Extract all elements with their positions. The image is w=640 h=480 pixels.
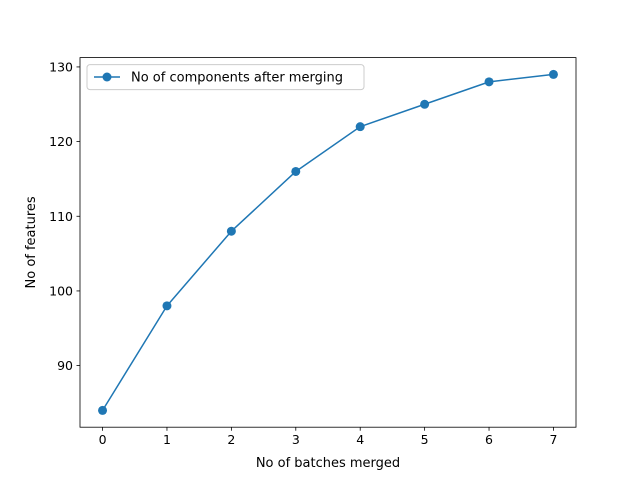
axes-frame [79, 57, 577, 428]
data-point [420, 99, 430, 109]
legend-label: No of components after merging [131, 71, 343, 86]
y-tick-label: 120 [49, 134, 73, 149]
legend: No of components after merging [86, 64, 365, 91]
legend-marker-swatch [102, 72, 112, 82]
y-axis-label: No of features [24, 196, 39, 288]
y-axis-ticks: 90 100 110 120 130 [49, 59, 80, 373]
y-tick-label: 110 [49, 209, 73, 224]
series-markers [98, 69, 558, 415]
y-tick-label: 90 [57, 358, 73, 373]
x-tick-label: 7 [549, 432, 557, 447]
data-point [355, 122, 365, 132]
x-tick-label: 5 [421, 432, 429, 447]
x-tick-label: 0 [99, 432, 107, 447]
x-axis-ticks: 0 1 2 3 4 5 6 7 [99, 427, 557, 447]
legend-box [86, 64, 365, 91]
data-point [226, 226, 236, 236]
x-tick-label: 1 [163, 432, 171, 447]
x-tick-label: 3 [292, 432, 300, 447]
data-point [548, 69, 558, 79]
x-tick-label: 4 [356, 432, 364, 447]
data-point [484, 77, 494, 87]
data-point [162, 301, 172, 311]
series-line [101, 73, 555, 412]
x-axis-label: No of batches merged [256, 456, 400, 471]
data-point [98, 405, 108, 415]
y-tick-label: 130 [49, 59, 73, 74]
y-tick-label: 100 [49, 283, 73, 298]
data-point [291, 166, 301, 176]
x-tick-label: 6 [485, 432, 493, 447]
plot-area [98, 69, 558, 415]
x-tick-label: 2 [227, 432, 235, 447]
